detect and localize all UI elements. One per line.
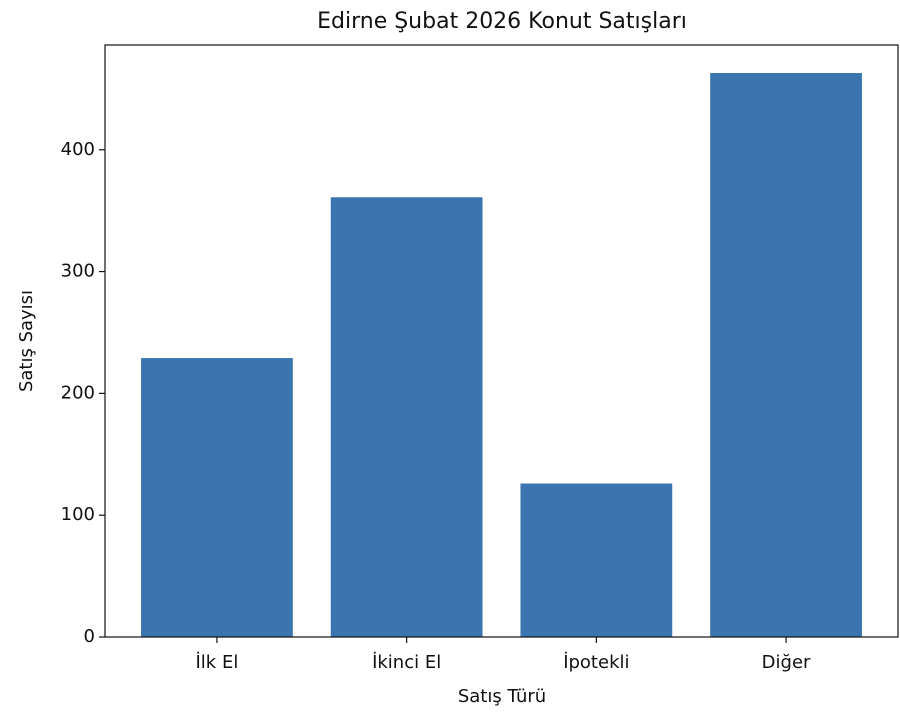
bar [710,73,862,637]
y-axis-label: Satış Sayısı [16,290,37,392]
y-tick-label: 0 [84,626,95,647]
bar [520,483,673,637]
x-tick-label: İlk El [196,652,239,673]
chart-title: Edirne Şubat 2026 Konut Satışları [317,9,687,34]
y-tick-label: 100 [61,504,95,525]
plot-frame [104,44,899,638]
x-tick-label: Diğer [762,652,811,673]
y-tick-label: 300 [61,261,95,282]
x-tick-label: İkinci El [372,652,441,673]
bar [141,358,293,637]
x-axis-label: Satış Türü [458,686,546,707]
bar [330,197,483,638]
y-tick-label: 200 [61,382,95,403]
y-tick-label: 400 [61,139,95,160]
x-tick-label: İpotekli [563,652,629,673]
